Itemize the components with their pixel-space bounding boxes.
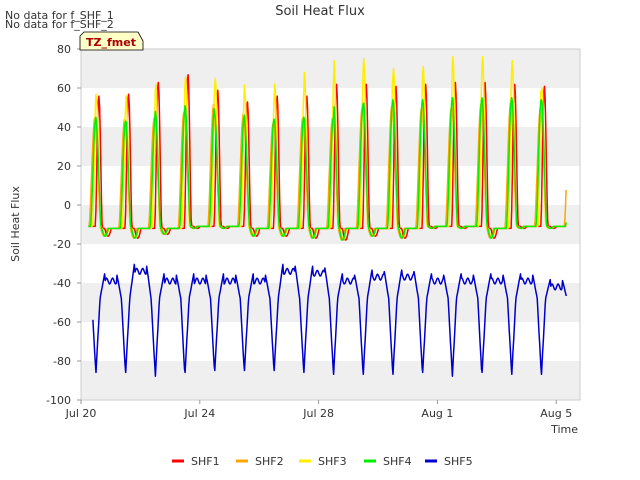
x-tick-label: Jul 28 bbox=[302, 407, 334, 420]
no-data-note-2: No data for f_SHF_2 bbox=[5, 18, 114, 31]
y-tick-label: 20 bbox=[57, 160, 71, 173]
series-line-shf4 bbox=[88, 97, 567, 241]
band bbox=[81, 49, 580, 88]
x-tick-label: Jul 20 bbox=[65, 407, 97, 420]
y-tick-label: -40 bbox=[53, 277, 71, 290]
legend-label: SHF2 bbox=[255, 455, 284, 468]
legend-label: SHF5 bbox=[444, 455, 473, 468]
legend-label: SHF4 bbox=[383, 455, 412, 468]
badge: TZ_fmet bbox=[79, 31, 144, 51]
y-tick-label: -60 bbox=[53, 316, 71, 329]
y-tick-label: 40 bbox=[57, 121, 71, 134]
legend: SHF1 SHF2 SHF3 SHF4 SHF5 bbox=[172, 455, 473, 468]
band bbox=[81, 88, 580, 127]
y-tick-label: -80 bbox=[53, 355, 71, 368]
y-tick-label: -20 bbox=[53, 238, 71, 251]
y-tick-label: 80 bbox=[57, 43, 71, 56]
legend-label: SHF3 bbox=[318, 455, 347, 468]
badge-shape bbox=[79, 31, 144, 51]
y-tick-label: -100 bbox=[46, 394, 71, 407]
chart-title: Soil Heat Flux bbox=[275, 4, 365, 19]
y-tick-label: 60 bbox=[57, 82, 71, 95]
x-axis-ticks: Jul 20 Jul 24 Jul 28 Aug 1 Aug 5 bbox=[65, 400, 572, 420]
legend-label: SHF1 bbox=[191, 455, 220, 468]
x-tick-label: Jul 24 bbox=[183, 407, 215, 420]
no-data-note-1: No data for f_SHF_1 bbox=[5, 9, 114, 22]
series-line-shf5 bbox=[92, 263, 568, 377]
band bbox=[81, 244, 580, 283]
x-axis-label: Time bbox=[550, 423, 578, 436]
y-tick-label: 0 bbox=[64, 199, 71, 212]
series-lines bbox=[88, 56, 568, 377]
x-tick-label: Aug 5 bbox=[540, 407, 572, 420]
y-axis-ticks: -100 -80 -60 -40 -20 0 20 40 60 80 bbox=[46, 43, 81, 407]
y-axis-label: Soil Heat Flux bbox=[9, 186, 22, 262]
x-tick-label: Aug 1 bbox=[421, 407, 453, 420]
badge-label: TZ_fmet bbox=[86, 36, 136, 49]
plot-frame bbox=[80, 48, 581, 401]
band bbox=[81, 361, 580, 400]
